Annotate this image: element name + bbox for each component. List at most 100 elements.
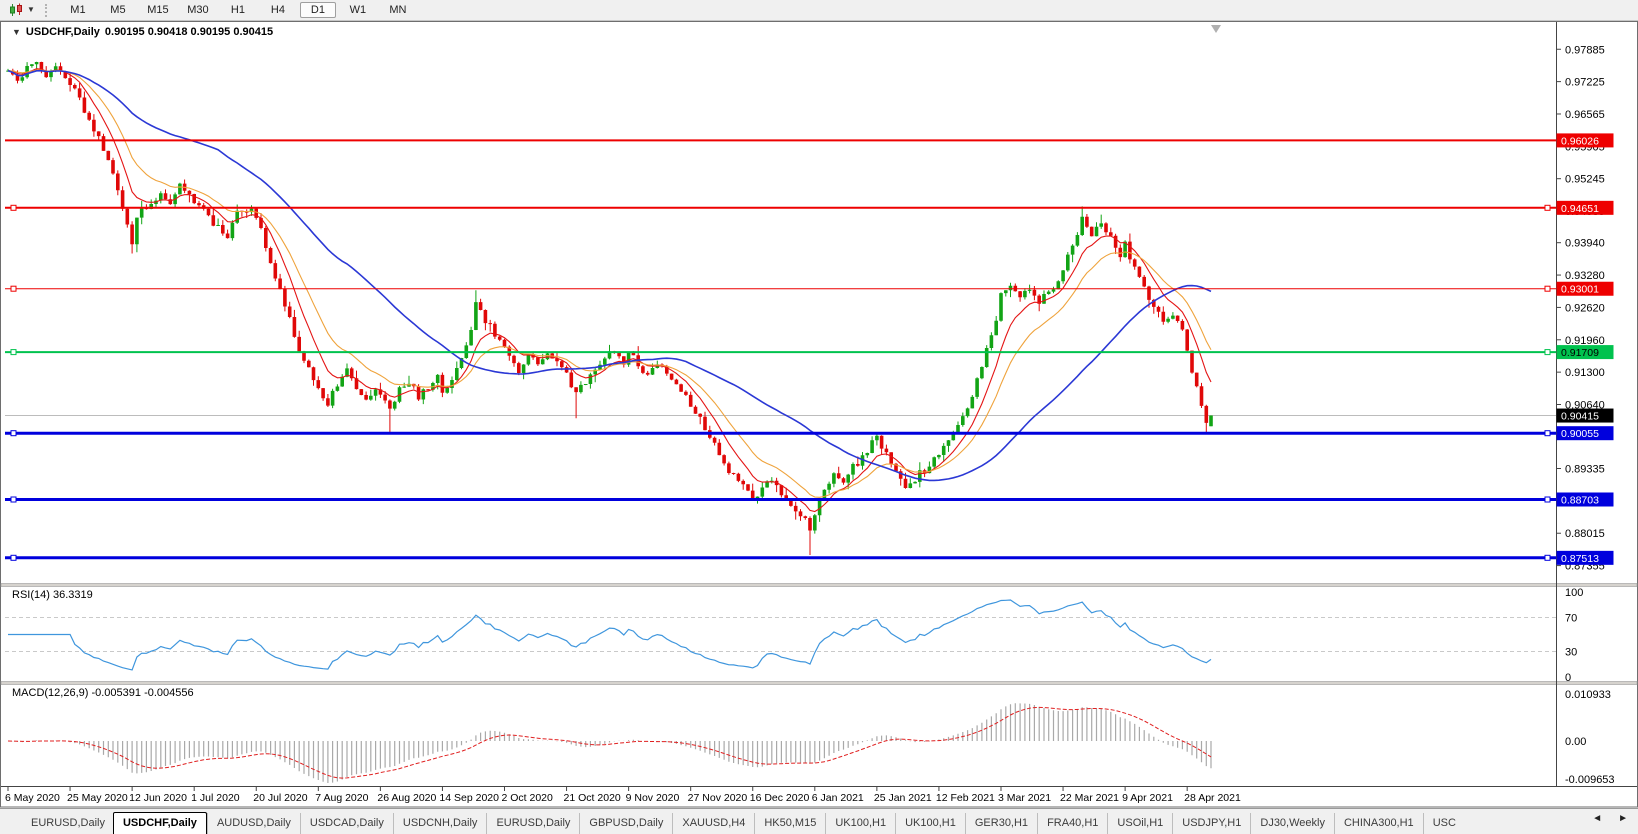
svg-text:0.93940: 0.93940 — [1565, 238, 1605, 250]
timeframe-button-h1[interactable]: H1 — [230, 4, 245, 16]
svg-text:30: 30 — [1565, 647, 1577, 659]
macd-axis: 0.010933 0.00 -0.009653 — [1565, 689, 1615, 786]
svg-text:0.93280: 0.93280 — [1565, 270, 1605, 282]
price-label-0.91709: 0.91709 — [1556, 345, 1614, 360]
line-handle-right — [1544, 285, 1551, 292]
svg-text:20 Jul 2020: 20 Jul 2020 — [253, 792, 307, 804]
line-handle-right — [1544, 204, 1551, 211]
timeframe-button-m1[interactable]: M1 — [70, 4, 86, 16]
svg-text:12 Feb 2021: 12 Feb 2021 — [936, 792, 995, 804]
chart-title: ▼ USDCHF,Daily 0.90195 0.90418 0.90195 0… — [12, 26, 273, 38]
top-toolbar: ▼ M1 M5 M15 M30 H1 H4 D1 W1 MN — [0, 0, 1638, 21]
chart-tab-eurusd-daily[interactable]: EURUSD,Daily — [486, 813, 579, 834]
chart-tab-eurusd-daily[interactable]: EURUSD,Daily — [31, 817, 105, 829]
tab-scroll-right-button[interactable]: ► — [1618, 813, 1628, 824]
svg-text:3 Mar 2021: 3 Mar 2021 — [998, 792, 1051, 804]
chart-templates-button[interactable]: ▼ — [5, 2, 39, 18]
svg-text:0.95245: 0.95245 — [1565, 174, 1605, 186]
chart-tab-china300-h1[interactable]: CHINA300,H1 — [1333, 813, 1423, 834]
svg-text:2 Oct 2020: 2 Oct 2020 — [501, 792, 553, 804]
line-handle-left — [10, 285, 17, 292]
svg-text:0.010933: 0.010933 — [1565, 689, 1611, 701]
svg-text:22 Mar 2021: 22 Mar 2021 — [1060, 792, 1119, 804]
svg-text:6 Jan 2021: 6 Jan 2021 — [812, 792, 864, 804]
svg-text:0.97225: 0.97225 — [1565, 77, 1605, 89]
svg-text:0.88703: 0.88703 — [1561, 494, 1599, 506]
svg-text:0.00: 0.00 — [1565, 736, 1586, 748]
svg-text:6 May 2020: 6 May 2020 — [5, 792, 60, 804]
timeframe-button-m30[interactable]: M30 — [187, 4, 209, 16]
price-label-0.88703: 0.88703 — [1556, 492, 1614, 507]
timeframe-buttons: M1 M5 M15 M30 H1 H4 D1 W1 MN — [58, 2, 418, 18]
tab-scroll-arrows: ◄ ► — [1586, 813, 1634, 824]
chart-tab-usdcnh-daily[interactable]: USDCNH,Daily — [392, 813, 487, 834]
chart-tab-fra40-h1[interactable]: FRA40,H1 — [1037, 813, 1107, 834]
timeframe-button-m5[interactable]: M5 — [110, 4, 126, 16]
timeframe-button-h4[interactable]: H4 — [270, 4, 285, 16]
horizontal-level-lines[interactable] — [5, 139, 1556, 561]
timeframe-button-d1[interactable]: D1 — [299, 2, 336, 18]
tab-scroll-left-button[interactable]: ◄ — [1592, 813, 1603, 824]
macd-indicator-label: MACD(12,26,9) -0.005391 -0.004556 — [12, 687, 194, 699]
chart-tab-usoil-h1[interactable]: USOil,H1 — [1107, 813, 1172, 834]
svg-text:0: 0 — [1565, 672, 1571, 684]
line-handle-left — [10, 430, 17, 437]
svg-text:0.91960: 0.91960 — [1565, 335, 1605, 347]
chart-plot-area[interactable]: 0.978850.972250.965650.959050.952450.945… — [0, 21, 1638, 808]
line-handle-left — [10, 349, 17, 356]
svg-text:-0.009653: -0.009653 — [1565, 774, 1615, 786]
chart-tab-hk50-m15[interactable]: HK50,M15 — [754, 813, 825, 834]
svg-text:70: 70 — [1565, 613, 1577, 625]
svg-text:27 Nov 2020: 27 Nov 2020 — [688, 792, 748, 804]
chart-tab-dj30-weekly[interactable]: DJ30,Weekly — [1250, 813, 1334, 834]
svg-text:28 Apr 2021: 28 Apr 2021 — [1184, 792, 1241, 804]
timeframe-button-m15[interactable]: M15 — [147, 4, 169, 16]
chart-context-caret-icon[interactable]: ▼ — [12, 26, 21, 37]
chart-symbol-label: USDCHF,Daily — [25, 26, 100, 38]
chart-tab-usdcad-daily[interactable]: USDCAD,Daily — [299, 813, 393, 834]
line-handle-left — [10, 554, 17, 561]
chart-tab-usdchf-daily[interactable]: USDCHF,Daily — [112, 812, 207, 834]
dropdown-caret-icon: ▼ — [27, 5, 35, 14]
chart-tab-xauusd-h4[interactable]: XAUUSD,H4 — [672, 813, 754, 834]
svg-text:9 Nov 2020: 9 Nov 2020 — [626, 792, 680, 804]
rsi-indicator-label: RSI(14) 36.3319 — [12, 589, 93, 601]
line-handle-right — [1544, 349, 1551, 356]
date-axis[interactable]: 6 May 2020 25 May 2020 12 Jun 2020 1 Jul 20… — [5, 786, 1241, 804]
chart-tab-audusd-daily[interactable]: AUDUSD,Daily — [206, 813, 300, 834]
chart-tab-usc[interactable]: USC — [1422, 813, 1465, 834]
moving-average-lines — [7, 68, 1212, 513]
rsi-axis: 100 70 30 0 — [1565, 587, 1583, 684]
svg-text:25 May 2020: 25 May 2020 — [67, 792, 128, 804]
rsi-line — [8, 599, 1212, 671]
line-handle-right — [1544, 554, 1551, 561]
svg-text:26 Aug 2020: 26 Aug 2020 — [377, 792, 436, 804]
price-label-0.90055: 0.90055 — [1556, 426, 1614, 441]
svg-text:0.91709: 0.91709 — [1561, 347, 1599, 359]
svg-text:0.92620: 0.92620 — [1565, 302, 1605, 314]
chart-tab-bar: EURUSD,Daily USDCHF,Daily AUDUSD,Daily USDC… — [0, 808, 1638, 834]
svg-text:0.87513: 0.87513 — [1561, 553, 1599, 565]
price-axis[interactable]: 0.978850.972250.965650.959050.952450.945… — [1556, 44, 1614, 573]
chart-ohlc-values: 0.90195 0.90418 0.90195 0.90415 — [104, 26, 274, 38]
chart-tab-ger30-h1[interactable]: GER30,H1 — [964, 813, 1037, 834]
chart-tab-uk100-h1[interactable]: UK100,H1 — [825, 813, 895, 834]
line-handle-left — [10, 204, 17, 211]
svg-text:0.89335: 0.89335 — [1565, 464, 1605, 476]
timeframe-button-mn[interactable]: MN — [389, 4, 407, 16]
svg-text:12 Jun 2020: 12 Jun 2020 — [129, 792, 187, 804]
svg-text:0.90055: 0.90055 — [1561, 428, 1599, 440]
svg-text:0.96026: 0.96026 — [1561, 135, 1599, 147]
macd-signal-line — [7, 706, 1212, 779]
chart-tab-uk100-h1[interactable]: UK100,H1 — [895, 813, 965, 834]
price-label-0.94651: 0.94651 — [1556, 200, 1614, 215]
svg-text:7 Aug 2020: 7 Aug 2020 — [315, 792, 368, 804]
svg-text:0.94651: 0.94651 — [1561, 203, 1599, 215]
chart-tab-gbpusd-daily[interactable]: GBPUSD,Daily — [579, 813, 672, 834]
timeframe-button-w1[interactable]: W1 — [349, 4, 367, 16]
line-handle-right — [1544, 430, 1551, 437]
svg-text:100: 100 — [1565, 587, 1583, 599]
chart-tab-usdjpy-h1[interactable]: USDJPY,H1 — [1172, 813, 1250, 834]
current-price-label: 0.90415 — [1556, 408, 1614, 423]
